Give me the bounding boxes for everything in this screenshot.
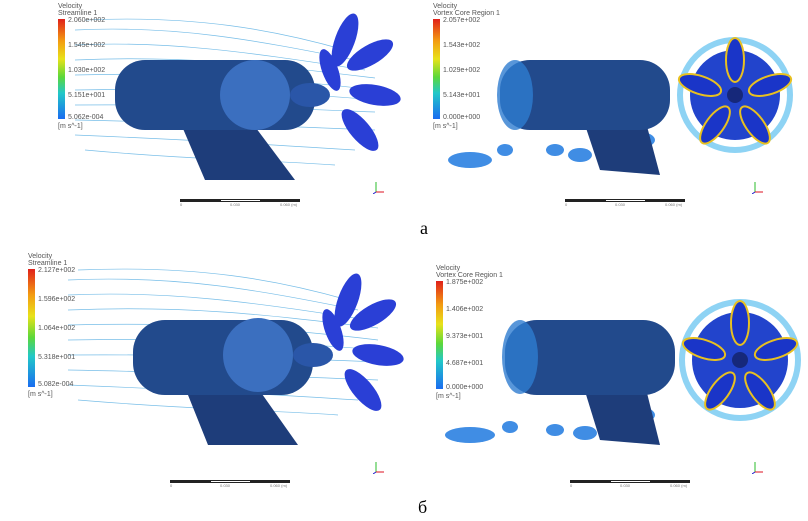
legend-tick: 4.687e+001 <box>446 360 484 367</box>
color-legend-b-streamline: Velocity Streamline 1 2.127e+002 1.596e+… <box>28 253 98 403</box>
legend-tick: 2.127e+002 <box>38 267 76 274</box>
scale-label: 0.030 <box>220 483 231 488</box>
color-legend-b-vortex: Velocity Vortex Core Region 1 1.875e+002… <box>436 265 506 415</box>
legend-tick: 2.057e+002 <box>443 17 481 24</box>
color-legend-a-vortex: Velocity Vortex Core Region 1 2.057e+002… <box>433 3 503 133</box>
scale-label: 0 <box>170 483 173 488</box>
legend-unit: [m s^-1] <box>58 123 83 130</box>
color-legend-a-streamline: Velocity Streamline 1 2.060e+002 1.545e+… <box>58 3 118 133</box>
vortex-panel-a <box>430 0 805 215</box>
legend-color-bar <box>28 269 35 387</box>
legend-title: Velocity <box>58 3 83 10</box>
legend-unit: [m s^-1] <box>433 123 458 130</box>
legend-title: Velocity <box>28 253 53 260</box>
scale-label: 0 <box>180 202 183 207</box>
scale-label: 0 <box>565 202 568 207</box>
legend-tick: 5.062e-004 <box>68 114 104 121</box>
legend-color-bar <box>436 281 443 389</box>
legend-tick: 1.543e+002 <box>443 42 481 49</box>
legend-subtitle: Vortex Core Region 1 <box>436 272 503 279</box>
vortex-panel-b <box>430 255 805 480</box>
streamline-panel-b <box>28 250 415 480</box>
legend-tick: 5.082e-004 <box>38 381 74 388</box>
legend-tick: 1.545e+002 <box>68 42 106 49</box>
legend-tick: 1.875e+002 <box>446 279 484 286</box>
legend-tick: 2.060e+002 <box>68 17 106 24</box>
legend-tick: 1.029e+002 <box>443 67 481 74</box>
legend-tick: 5.318e+001 <box>38 354 76 361</box>
legend-subtitle: Vortex Core Region 1 <box>433 10 500 17</box>
legend-unit: [m s^-1] <box>436 393 461 400</box>
scale-bar-b-streamline: 0 0.030 0.060 (m) <box>170 478 290 488</box>
legend-tick: 1.406e+002 <box>446 306 484 313</box>
legend-subtitle: Streamline 1 <box>58 10 98 17</box>
scale-label: 0.060 (m) <box>270 483 288 488</box>
legend-tick: 1.064e+002 <box>38 325 76 332</box>
scale-bar-a-vortex: 0 0.030 0.060 (m) <box>565 197 685 207</box>
scale-label: 0.060 (m) <box>665 202 683 207</box>
axis-triad-icon <box>751 180 764 195</box>
legend-tick: 1.030e+002 <box>68 67 106 74</box>
streamline-panel-a <box>55 0 415 215</box>
scale-label: 0.060 (m) <box>280 202 298 207</box>
scale-label: 0.060 (m) <box>670 483 688 488</box>
legend-tick: 5.151e+001 <box>68 92 106 99</box>
legend-subtitle: Streamline 1 <box>28 260 68 267</box>
caption-a: а <box>420 218 428 238</box>
axis-triad-icon <box>372 180 385 195</box>
streamline-render-b <box>67 268 404 445</box>
scale-bar-b-vortex: 0 0.030 0.060 (m) <box>570 478 690 488</box>
legend-color-bar <box>433 19 440 119</box>
scale-label: 0.030 <box>620 483 631 488</box>
axis-triad-icon <box>751 460 764 475</box>
legend-tick: 0.000e+000 <box>443 114 481 121</box>
streamline-render-a <box>74 13 401 180</box>
legend-tick: 1.596e+002 <box>38 296 76 303</box>
caption-b: б <box>418 497 428 517</box>
legend-tick: 5.143e+001 <box>443 92 481 99</box>
scale-label: 0.030 <box>615 202 626 207</box>
legend-title: Velocity <box>433 3 458 10</box>
vortex-render-a <box>448 37 793 175</box>
legend-tick: 0.000e+000 <box>446 384 484 391</box>
scale-label: 0 <box>570 483 573 488</box>
scale-bar-a-streamline: 0 0.030 0.060 (m) <box>180 197 300 207</box>
legend-unit: [m s^-1] <box>28 391 53 398</box>
vortex-render-b <box>445 299 801 445</box>
legend-title: Velocity <box>436 265 461 272</box>
legend-color-bar <box>58 19 65 119</box>
legend-tick: 9.373e+001 <box>446 333 484 340</box>
axis-triad-icon <box>372 460 385 475</box>
scale-label: 0.030 <box>230 202 241 207</box>
